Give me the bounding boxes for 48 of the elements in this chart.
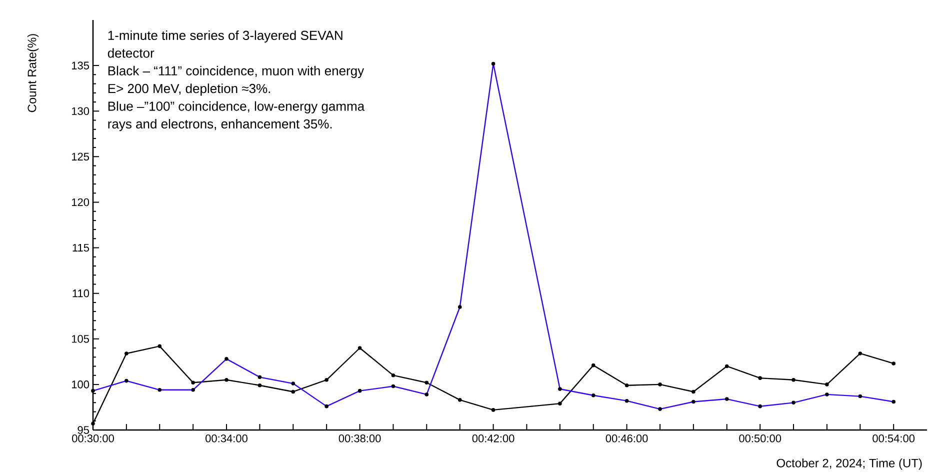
y-tick-label: 120: [72, 198, 90, 206]
point: [424, 380, 429, 385]
point: [458, 398, 462, 402]
point: [591, 363, 596, 368]
point: [858, 352, 862, 356]
y-tick-label: 110: [72, 289, 90, 298]
point: [558, 402, 562, 406]
point: [324, 378, 328, 382]
y-tick-label: 135: [72, 62, 90, 70]
x-axis-title: October 2, 2024; Time (UT): [776, 458, 922, 470]
point: [158, 344, 162, 348]
point: [291, 390, 296, 394]
point: [124, 352, 128, 356]
point: [224, 378, 228, 382]
x-tick-label: 00:50:00: [739, 434, 782, 442]
annotation: 1-minute time series of 3-layered SEVAN: [108, 30, 342, 43]
annotation: rays and electrons, enhancement 35%.: [108, 119, 332, 132]
point: [358, 346, 362, 350]
annotation: Blue –”100” coincidence, low-energy gamma: [108, 101, 365, 114]
x-tick-label: 00:30:00: [72, 434, 114, 442]
x-tick-label: 00:54:00: [872, 434, 915, 442]
annotation: E> 200 MeV, depletion ≈3%.: [108, 84, 270, 96]
point: [758, 376, 762, 380]
x-tick-label: 00:38:00: [338, 434, 381, 442]
point: [692, 390, 696, 394]
point: [892, 362, 896, 366]
point: [491, 408, 496, 412]
point: [825, 382, 829, 386]
y-tick-label: 105: [72, 334, 90, 343]
y-tick-label: 125: [72, 152, 90, 161]
y-tick-label: 100: [72, 380, 90, 388]
x-tick-label: 00:34:00: [206, 434, 248, 442]
y-axis-title: Count Rate(%): [27, 34, 39, 112]
annotation: Black – “111” coincidence, muon with energy: [108, 66, 364, 78]
point: [391, 373, 396, 378]
point: [624, 383, 629, 388]
y-tick-label: 115: [72, 244, 90, 252]
point: [792, 378, 796, 382]
y-tick-label: 95: [78, 426, 90, 434]
x-tick-label: 00:46:00: [606, 434, 648, 442]
x-tick-label: 00:42:00: [472, 434, 514, 442]
point: [91, 422, 95, 426]
point: [258, 383, 262, 388]
point: [191, 380, 195, 385]
point: [658, 382, 662, 386]
annotation: detector: [108, 48, 154, 58]
point: [724, 364, 729, 368]
y-tick-label: 130: [72, 107, 90, 116]
